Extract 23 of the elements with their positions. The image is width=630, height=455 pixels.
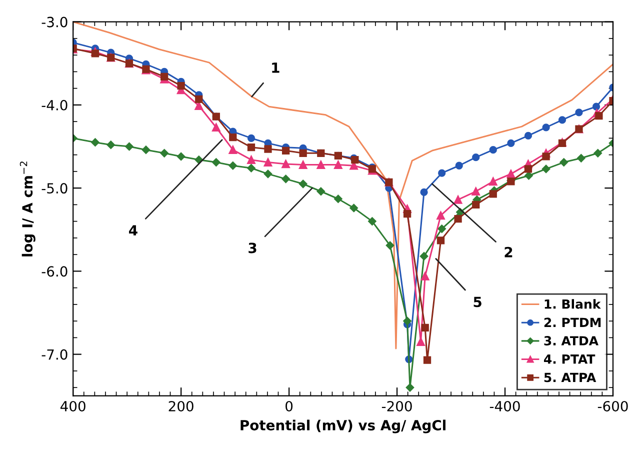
y-tick-label: -6.0 (42, 266, 68, 277)
y-tick-label: -4.0 (42, 100, 68, 110)
x-tick-label: 0 (286, 400, 293, 412)
legend-label: 1. Blank (544, 299, 601, 309)
annotation: 3 (248, 242, 256, 254)
annotation: 2 (504, 246, 512, 258)
legend-label: 2. PTDM (544, 318, 601, 327)
legend-label: 4. PTAT (544, 354, 596, 364)
annotation: 5 (474, 296, 482, 308)
legend-label: 3. ATDA (544, 336, 598, 346)
x-axis-title: Potential (mV) vs Ag/ AgCl (240, 420, 446, 434)
legend-label: 5. ATPA (544, 372, 596, 382)
annotation: 4 (129, 225, 138, 236)
annotation: 1 (272, 62, 280, 73)
y-tick-label: -7.0 (42, 349, 68, 360)
x-tick-label: -400 (490, 400, 520, 412)
y-tick-label: -3.0 (42, 16, 68, 28)
y-tick-label: -5.0 (42, 183, 68, 194)
x-tick-label: 400 (60, 400, 86, 412)
y-axis-title: log I/ A cm$^{−2}$ (20, 162, 36, 256)
x-tick-label: -600 (598, 400, 628, 412)
x-tick-label: 200 (168, 400, 194, 412)
x-tick-label: -200 (382, 400, 412, 412)
